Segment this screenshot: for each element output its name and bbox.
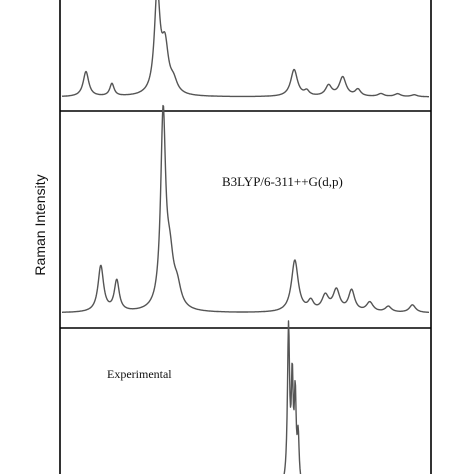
plot-frame bbox=[59, 0, 432, 474]
panel-label-middle: B3LYP/6-311++G(d,p) bbox=[222, 174, 343, 189]
spectrum-trace-middle bbox=[61, 104, 430, 313]
y-axis-label: Raman Intensity bbox=[32, 174, 48, 275]
spectrum-trace-top bbox=[61, 0, 430, 98]
panel-label-bottom: Experimental bbox=[107, 367, 172, 381]
spectrum-trace-bottom bbox=[283, 320, 302, 474]
